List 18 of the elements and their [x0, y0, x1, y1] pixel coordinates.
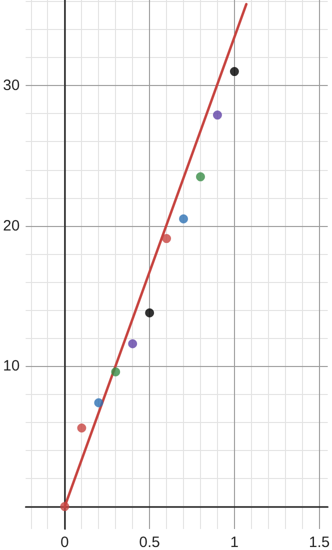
- point: [111, 367, 120, 376]
- x-tick-label: 0: [60, 534, 69, 550]
- x-tick-label: 1: [230, 534, 239, 550]
- point: [77, 423, 86, 432]
- y-tick-label: 10: [2, 358, 20, 375]
- point: [212, 110, 222, 120]
- point: [145, 308, 154, 318]
- y-tick-label: 30: [2, 77, 20, 94]
- point: [94, 398, 104, 408]
- point: [162, 234, 172, 244]
- point: [196, 172, 205, 182]
- point: [60, 502, 70, 512]
- point: [128, 339, 138, 348]
- point: [179, 214, 188, 224]
- y-tick-label: 20: [2, 217, 20, 234]
- x-tick-label: 0.5: [139, 534, 160, 550]
- x-tick-label: 1.5: [308, 534, 330, 550]
- point: [230, 67, 239, 76]
